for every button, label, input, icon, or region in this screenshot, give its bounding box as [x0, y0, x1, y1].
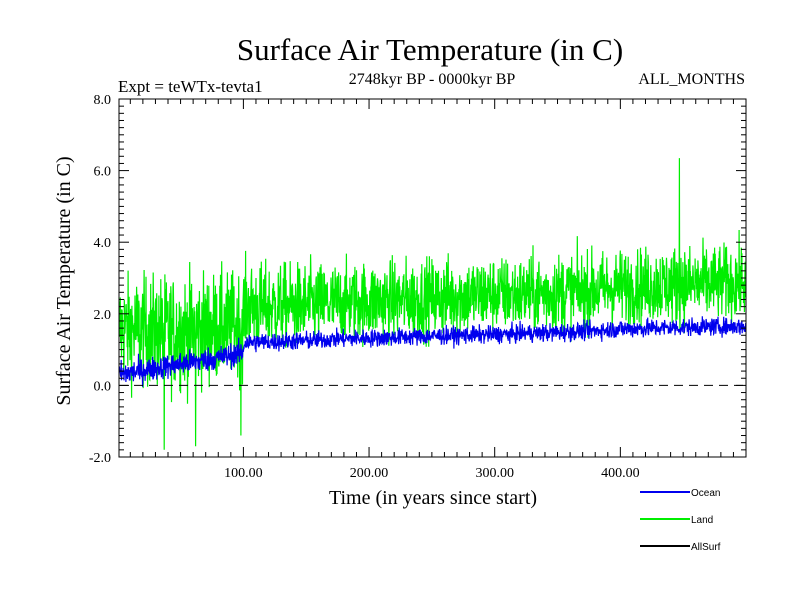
x-tick-label: 200.00 — [350, 466, 389, 481]
legend-item-ocean: Ocean — [640, 488, 720, 499]
y-tick-label: 4.0 — [94, 236, 112, 251]
legend: Ocean Land AllSurf — [640, 488, 721, 553]
plot-data-layer — [119, 158, 746, 450]
axes-layer: 100.00 200.00 300.00 400.00 -2.0 0.0 2.0 4.0 6.0… — [89, 93, 747, 481]
legend-label: AllSurf — [691, 542, 721, 553]
legend-label: Ocean — [691, 488, 720, 499]
x-tick-label: 400.00 — [601, 466, 640, 481]
chart-title: Surface Air Temperature (in C) — [237, 32, 623, 67]
legend-label: Land — [691, 515, 713, 526]
x-tick-label: 300.00 — [475, 466, 514, 481]
y-tick-label: 6.0 — [94, 165, 112, 180]
y-tick-label: 0.0 — [94, 379, 112, 394]
x-tick-label: 100.00 — [224, 466, 263, 481]
y-tick-label: 2.0 — [94, 308, 112, 323]
experiment-label: Expt = teWTx-tevta1 — [118, 77, 263, 96]
y-tick-label: -2.0 — [89, 451, 111, 466]
series-ocean-line — [119, 316, 746, 387]
legend-item-allsurf: AllSurf — [640, 542, 721, 553]
y-axis-label: Surface Air Temperature (in C) — [53, 156, 75, 405]
x-axis-label: Time (in years since start) — [329, 487, 537, 509]
series-land-line — [119, 158, 746, 450]
months-label: ALL_MONTHS — [638, 71, 745, 88]
legend-item-land: Land — [640, 515, 713, 526]
y-tick-label: 8.0 — [94, 93, 112, 108]
period-label: 2748kyr BP - 0000kyr BP — [349, 71, 516, 88]
